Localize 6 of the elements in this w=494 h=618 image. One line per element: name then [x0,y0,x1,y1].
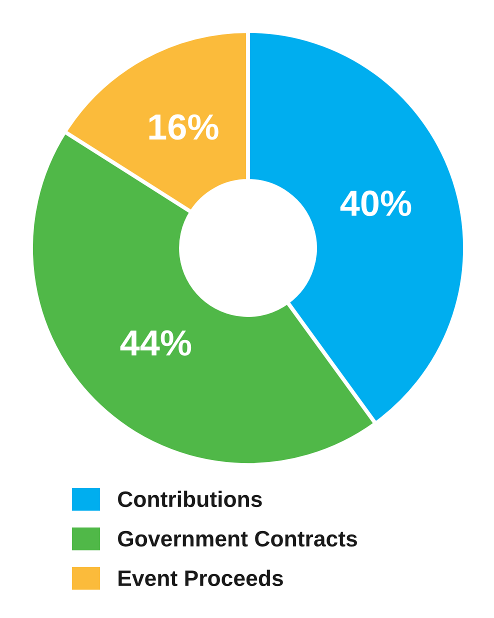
legend-label: Event Proceeds [118,570,283,586]
data-label: 40% [340,190,412,216]
data-label: 16% [149,114,218,140]
legend-label: Government Contracts [118,530,357,547]
legend-label: Contributions [118,490,262,508]
data-label: 44% [120,330,192,356]
